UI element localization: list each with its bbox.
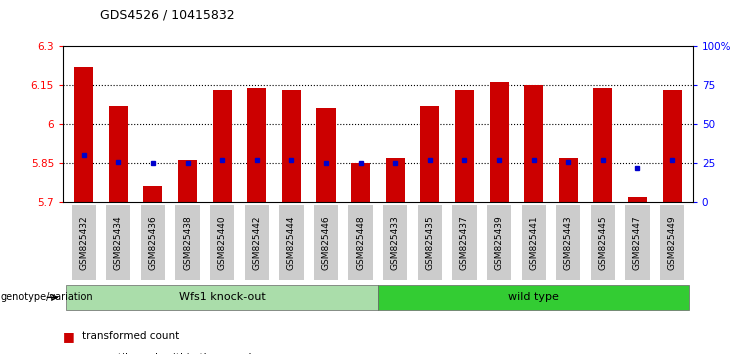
- FancyBboxPatch shape: [378, 285, 689, 310]
- Text: genotype/variation: genotype/variation: [1, 292, 93, 302]
- Bar: [351, 163, 370, 202]
- FancyBboxPatch shape: [556, 205, 580, 280]
- Bar: [282, 90, 301, 202]
- FancyBboxPatch shape: [314, 205, 338, 280]
- Bar: [144, 186, 162, 202]
- Text: GSM825442: GSM825442: [252, 215, 262, 270]
- Text: ■: ■: [63, 330, 79, 343]
- FancyBboxPatch shape: [625, 205, 650, 280]
- FancyBboxPatch shape: [522, 205, 546, 280]
- FancyBboxPatch shape: [348, 205, 373, 280]
- Text: GSM825447: GSM825447: [633, 215, 642, 270]
- Bar: [74, 67, 93, 202]
- FancyBboxPatch shape: [418, 205, 442, 280]
- Text: GSM825436: GSM825436: [148, 215, 158, 270]
- Text: transformed count: transformed count: [82, 331, 179, 341]
- FancyBboxPatch shape: [67, 285, 378, 310]
- Text: GSM825438: GSM825438: [183, 215, 192, 270]
- Text: GSM825449: GSM825449: [668, 215, 677, 270]
- FancyBboxPatch shape: [279, 205, 304, 280]
- FancyBboxPatch shape: [210, 205, 234, 280]
- Text: GSM825444: GSM825444: [287, 215, 296, 270]
- Bar: [490, 82, 508, 202]
- Text: wild type: wild type: [508, 292, 559, 302]
- Bar: [420, 106, 439, 202]
- Text: GSM825443: GSM825443: [564, 215, 573, 270]
- Text: Wfs1 knock-out: Wfs1 knock-out: [179, 292, 265, 302]
- FancyBboxPatch shape: [452, 205, 476, 280]
- Text: GSM825435: GSM825435: [425, 215, 434, 270]
- Bar: [455, 90, 474, 202]
- FancyBboxPatch shape: [176, 205, 199, 280]
- Bar: [628, 196, 647, 202]
- FancyBboxPatch shape: [141, 205, 165, 280]
- Text: ■: ■: [63, 351, 79, 354]
- FancyBboxPatch shape: [245, 205, 269, 280]
- Text: GSM825439: GSM825439: [494, 215, 504, 270]
- FancyBboxPatch shape: [660, 205, 684, 280]
- Bar: [386, 158, 405, 202]
- Text: percentile rank within the sample: percentile rank within the sample: [82, 353, 257, 354]
- FancyBboxPatch shape: [106, 205, 130, 280]
- Bar: [247, 87, 266, 202]
- Bar: [662, 90, 682, 202]
- Bar: [213, 90, 232, 202]
- FancyBboxPatch shape: [383, 205, 408, 280]
- FancyBboxPatch shape: [591, 205, 615, 280]
- Text: GSM825448: GSM825448: [356, 215, 365, 270]
- Text: GSM825446: GSM825446: [322, 215, 330, 270]
- Bar: [178, 160, 197, 202]
- Bar: [594, 87, 612, 202]
- Text: GSM825434: GSM825434: [114, 215, 123, 270]
- Text: GSM825433: GSM825433: [391, 215, 399, 270]
- FancyBboxPatch shape: [487, 205, 511, 280]
- Text: GSM825432: GSM825432: [79, 215, 88, 270]
- Bar: [559, 158, 578, 202]
- Text: GSM825441: GSM825441: [529, 215, 538, 270]
- Text: GSM825440: GSM825440: [218, 215, 227, 270]
- Bar: [524, 85, 543, 202]
- Text: GSM825445: GSM825445: [598, 215, 608, 270]
- FancyBboxPatch shape: [72, 205, 96, 280]
- Bar: [109, 106, 128, 202]
- Text: GSM825437: GSM825437: [460, 215, 469, 270]
- Text: GDS4526 / 10415832: GDS4526 / 10415832: [100, 8, 235, 21]
- Bar: [316, 108, 336, 202]
